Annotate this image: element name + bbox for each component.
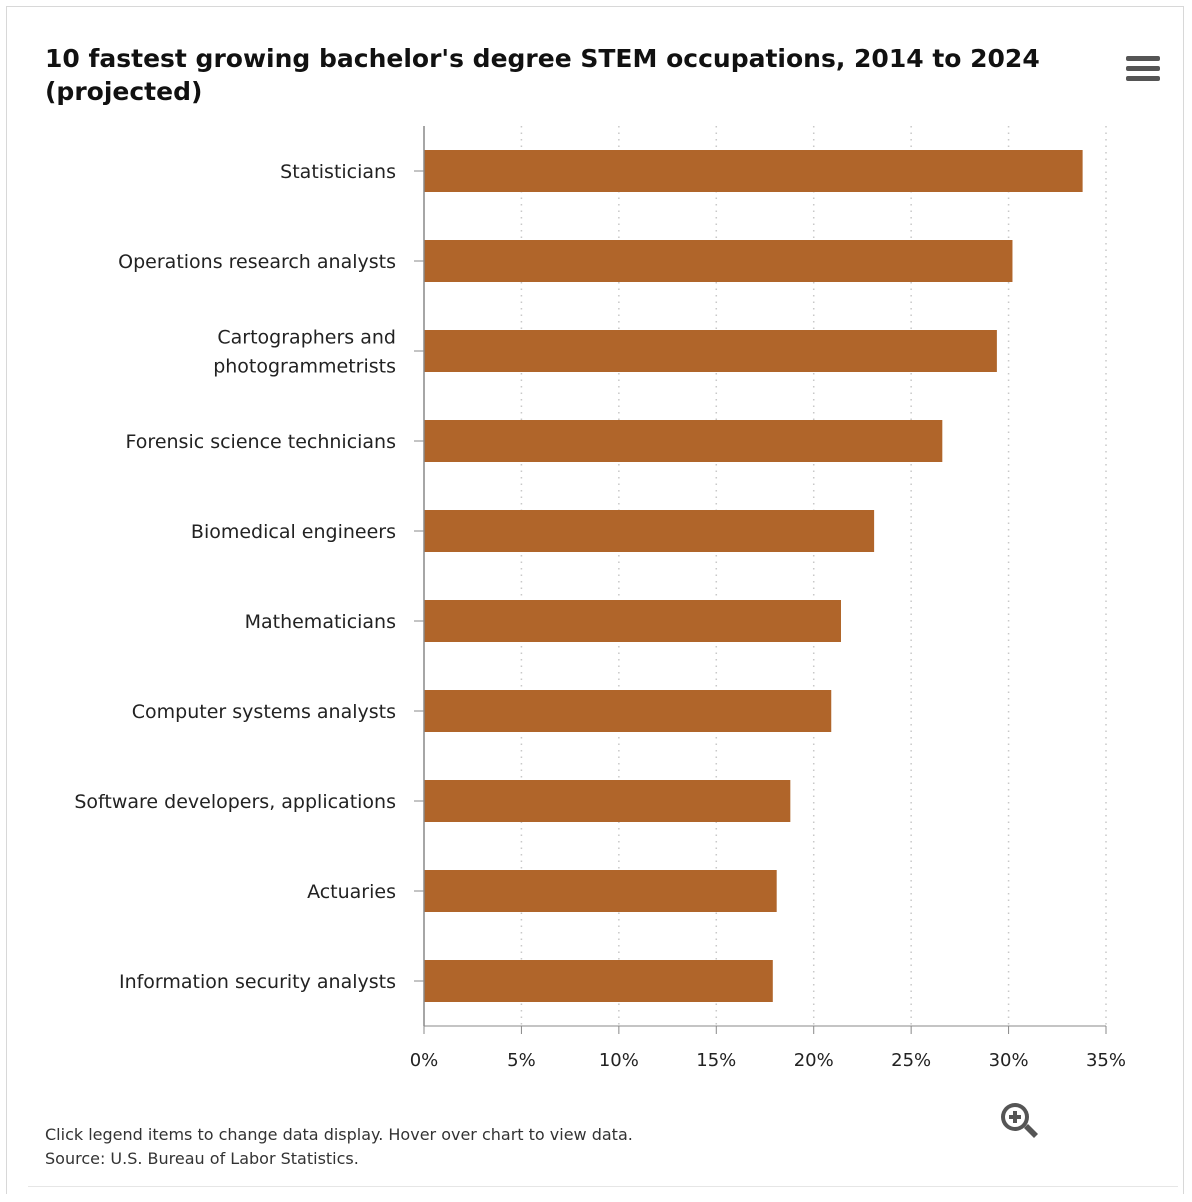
x-tick-label-2: 10% (599, 1050, 639, 1071)
x-tick-label-7: 35% (1086, 1050, 1126, 1071)
bar-2[interactable] (424, 330, 997, 372)
bottom-divider (28, 1186, 1178, 1187)
category-label-4: Biomedical engineers (191, 521, 396, 543)
x-tick-label-4: 20% (794, 1050, 834, 1071)
category-label-2-line-0: Cartographers and (217, 327, 396, 349)
bar-6[interactable] (424, 690, 832, 732)
category-label-3: Forensic science technicians (126, 431, 396, 453)
category-label-9: Information security analysts (119, 971, 396, 993)
chart-source: Source: U.S. Bureau of Labor Statistics. (45, 1149, 359, 1168)
bar-8[interactable] (424, 870, 777, 912)
bar-7[interactable] (424, 780, 791, 822)
bar-0[interactable] (424, 150, 1083, 192)
category-label-5: Mathematicians (245, 611, 396, 633)
chart-menu-button[interactable] (1120, 50, 1166, 90)
category-label-8: Actuaries (307, 881, 396, 903)
zoom-button[interactable] (998, 1100, 1040, 1142)
category-label-6: Computer systems analysts (132, 701, 396, 723)
bar-3[interactable] (424, 420, 943, 462)
category-label-0: Statisticians (280, 161, 396, 183)
chart-instructions: Click legend items to change data displa… (45, 1125, 633, 1144)
bar-4[interactable] (424, 510, 875, 552)
chart-title: 10 fastest growing bachelor's degree STE… (45, 44, 1040, 106)
x-tick-label-3: 15% (696, 1050, 736, 1071)
x-tick-label-6: 30% (989, 1050, 1029, 1071)
x-tick-label-5: 25% (891, 1050, 931, 1071)
x-tick-label-0: 0% (410, 1050, 439, 1071)
bar-1[interactable] (424, 240, 1013, 282)
category-label-7: Software developers, applications (74, 791, 396, 813)
category-label-2-line-1: photogrammetrists (213, 356, 396, 378)
bar-5[interactable] (424, 600, 841, 642)
bar-9[interactable] (424, 960, 773, 1002)
zoom-in-icon (1001, 1103, 1038, 1138)
category-label-1: Operations research analysts (118, 251, 396, 273)
hamburger-menu-icon (1126, 56, 1160, 61)
x-tick-label-1: 5% (507, 1050, 536, 1071)
